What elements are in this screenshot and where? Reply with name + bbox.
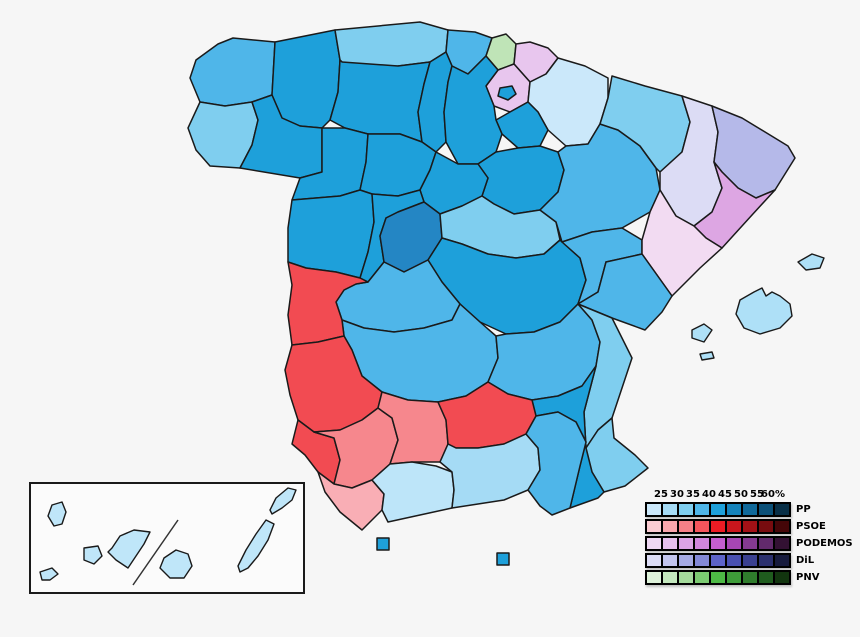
legend-cell — [742, 520, 758, 533]
island-lanzarote — [269, 487, 297, 515]
legend-cell — [694, 554, 710, 567]
island-ibiza — [691, 323, 713, 343]
legend-cell — [774, 554, 790, 567]
legend-cell — [694, 520, 710, 533]
territory-ceuta — [376, 537, 390, 551]
legend-color-scale — [645, 502, 791, 517]
legend-cell — [774, 503, 790, 516]
legend-cell — [774, 537, 790, 550]
legend-cell — [774, 520, 790, 533]
province-barcelona — [693, 161, 776, 249]
legend-party-label: PP — [796, 504, 811, 515]
province-caceres — [287, 261, 369, 346]
legend-cell — [710, 571, 726, 584]
legend-cell — [646, 503, 662, 516]
legend-scale-label: 35 — [686, 489, 700, 500]
legend-row-podemos: PODEMOS — [645, 536, 860, 551]
legend-cell — [646, 554, 662, 567]
legend-cell — [758, 571, 774, 584]
island-gran-canaria — [159, 549, 193, 579]
legend-cell — [710, 520, 726, 533]
legend-scale-label: 45 — [718, 489, 732, 500]
legend-cell — [726, 571, 742, 584]
legend-cell — [678, 503, 694, 516]
legend-cell — [726, 537, 742, 550]
legend-party-label: PODEMOS — [796, 538, 853, 549]
island-la-palma — [47, 501, 67, 527]
legend-cell — [742, 571, 758, 584]
legend-cell — [774, 571, 790, 584]
legend-color-scale — [645, 519, 791, 534]
province-castellon — [577, 253, 673, 331]
legend-cell — [678, 520, 694, 533]
legend-cell — [710, 554, 726, 567]
legend-cell — [742, 503, 758, 516]
legend-scale-label: 40 — [702, 489, 716, 500]
territory-melilla — [496, 552, 510, 566]
legend-color-scale — [645, 570, 791, 585]
legend-cell — [726, 503, 742, 516]
legend-party-label: PNV — [796, 572, 820, 583]
legend-cell — [710, 537, 726, 550]
island-el-hierro — [39, 567, 59, 581]
legend-color-scale — [645, 536, 791, 551]
island-menorca — [797, 253, 825, 271]
legend-scale: 25 30 35 40 45 50 55 60% — [645, 489, 860, 502]
legend-cell — [694, 537, 710, 550]
legend-cell — [646, 571, 662, 584]
legend-row-dil: DiL — [645, 553, 860, 568]
island-mallorca — [735, 287, 793, 335]
legend-cell — [710, 503, 726, 516]
legend-scale-label: 25 — [654, 489, 668, 500]
province-salamanca — [287, 189, 375, 279]
legend-party-label: DiL — [796, 555, 815, 566]
legend-cell — [758, 503, 774, 516]
legend-scale-label: 60% — [761, 489, 785, 500]
island-formentera — [699, 351, 715, 361]
legend-cell — [726, 554, 742, 567]
legend-cell — [758, 537, 774, 550]
legend-scale-label: 50 — [734, 489, 748, 500]
island-fuerteventura — [237, 519, 275, 573]
enclave-trevino — [497, 85, 517, 101]
island-la-gomera — [83, 545, 103, 565]
canary-province-divider — [132, 519, 179, 586]
legend-row-psoe: PSOE — [645, 519, 860, 534]
legend-cell — [678, 571, 694, 584]
legend-cell — [662, 503, 678, 516]
legend-cell — [758, 520, 774, 533]
legend-cell — [694, 571, 710, 584]
legend-row-pnv: PNV — [645, 570, 860, 585]
legend-cell — [662, 554, 678, 567]
legend-cell — [678, 554, 694, 567]
legend-scale-label: 55 — [750, 489, 764, 500]
province-burgos — [443, 55, 503, 165]
legend-cell — [662, 571, 678, 584]
legend-color-scale — [645, 553, 791, 568]
legend-cell — [646, 537, 662, 550]
legend-cell — [662, 537, 678, 550]
island-tenerife — [107, 529, 151, 569]
legend-party-label: PSOE — [796, 521, 826, 532]
legend-scale-label: 30 — [670, 489, 684, 500]
legend-cell — [678, 537, 694, 550]
legend-cell — [646, 520, 662, 533]
legend-cell — [694, 503, 710, 516]
legend-cell — [758, 554, 774, 567]
province-lugo — [271, 29, 341, 129]
province-almeria — [525, 411, 587, 516]
map-legend: 25 30 35 40 45 50 55 60% PP PSOE PODEMOS DiL PNV — [645, 489, 860, 587]
legend-cell — [726, 520, 742, 533]
legend-row-pp: PP — [645, 502, 860, 517]
legend-cell — [662, 520, 678, 533]
legend-cell — [742, 537, 758, 550]
legend-cell — [742, 554, 758, 567]
